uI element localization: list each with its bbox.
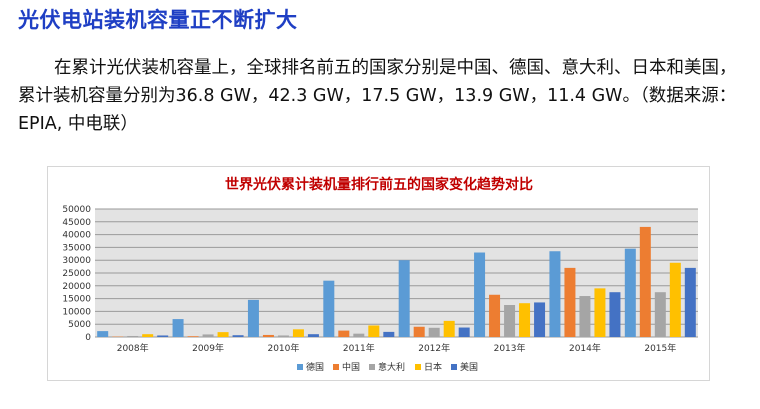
bar bbox=[669, 262, 681, 337]
legend-label: 意大利 bbox=[378, 361, 405, 373]
x-tick-label: 2008年 bbox=[117, 342, 149, 354]
bar bbox=[624, 248, 636, 337]
legend-swatch bbox=[369, 364, 375, 370]
chart-container: 世界光伏累计装机量排行前五的国家变化趋势对比 0 5000 10000 15000 20… bbox=[47, 166, 710, 381]
y-tick-label: 15000 bbox=[62, 295, 91, 305]
bar bbox=[217, 332, 229, 337]
bar bbox=[187, 336, 199, 337]
slide-title: 光伏电站装机容量正不断扩大 bbox=[18, 8, 298, 32]
bar bbox=[202, 334, 214, 337]
bar bbox=[684, 267, 696, 337]
chart-plot-area: 0 5000 10000 15000 20000 25000 30000 35000 40000… bbox=[62, 205, 698, 354]
y-tick-label: 5000 bbox=[68, 320, 91, 330]
x-tick-label: 2013年 bbox=[494, 342, 526, 354]
bar bbox=[142, 334, 154, 337]
legend-label: 美国 bbox=[460, 361, 478, 373]
bar bbox=[579, 296, 591, 337]
y-tick-label: 0 bbox=[85, 333, 91, 343]
bar bbox=[277, 335, 289, 337]
bar bbox=[534, 302, 546, 337]
x-tick-label: 2014年 bbox=[569, 342, 601, 354]
bar bbox=[338, 330, 350, 337]
legend-swatch bbox=[451, 364, 457, 370]
bar bbox=[609, 292, 621, 337]
bar bbox=[564, 267, 576, 337]
bar bbox=[323, 280, 335, 337]
bar bbox=[594, 288, 606, 337]
bar bbox=[443, 320, 455, 337]
x-tick-label: 2009年 bbox=[192, 342, 224, 354]
bar bbox=[172, 319, 184, 337]
y-tick-label: 50000 bbox=[62, 205, 91, 215]
y-tick-label: 30000 bbox=[62, 256, 91, 266]
bar bbox=[428, 327, 440, 337]
bar bbox=[368, 325, 380, 337]
bar bbox=[97, 331, 109, 337]
bar bbox=[489, 294, 501, 337]
x-tick-label: 2010年 bbox=[267, 342, 299, 354]
bar bbox=[157, 335, 169, 337]
legend-label: 中国 bbox=[342, 361, 360, 373]
bar bbox=[639, 226, 651, 337]
x-tick-label: 2015年 bbox=[644, 342, 676, 354]
bar bbox=[353, 333, 365, 337]
chart-legend: 德国 中国 意大利 日本 美国 bbox=[297, 361, 478, 373]
bar bbox=[519, 303, 531, 337]
y-tick-label: 20000 bbox=[62, 282, 91, 292]
y-tick-label: 25000 bbox=[62, 269, 91, 279]
bar-chart: 世界光伏累计装机量排行前五的国家变化趋势对比 0 5000 10000 15000 20… bbox=[62, 176, 698, 373]
legend-swatch bbox=[333, 364, 339, 370]
bar bbox=[474, 252, 486, 337]
bar bbox=[127, 335, 139, 337]
bar bbox=[383, 331, 395, 337]
legend-label: 德国 bbox=[306, 361, 324, 373]
bar bbox=[307, 334, 319, 337]
bar bbox=[413, 326, 425, 337]
bar bbox=[232, 335, 244, 337]
chart-title: 世界光伏累计装机量排行前五的国家变化趋势对比 bbox=[225, 176, 533, 193]
legend-swatch bbox=[297, 364, 303, 370]
bar bbox=[398, 260, 410, 337]
paragraph-text: 在累计光伏装机容量上，全球排名前五的国家分别是中国、德国、意大利、日本和美国，累… bbox=[18, 58, 737, 134]
x-tick-label: 2011年 bbox=[343, 342, 375, 354]
legend-swatch bbox=[415, 364, 421, 370]
body-paragraph: 在累计光伏装机容量上，全球排名前五的国家分别是中国、德国、意大利、日本和美国，累… bbox=[18, 54, 753, 138]
bar bbox=[504, 305, 516, 337]
y-tick-label: 35000 bbox=[62, 243, 91, 253]
bar bbox=[292, 329, 304, 337]
legend-label: 日本 bbox=[424, 361, 442, 373]
x-tick-label: 2012年 bbox=[418, 342, 450, 354]
bar bbox=[458, 327, 470, 337]
bar bbox=[262, 334, 274, 337]
y-tick-label: 40000 bbox=[62, 231, 91, 241]
bar bbox=[654, 292, 666, 337]
y-tick-label: 45000 bbox=[62, 218, 91, 228]
bar bbox=[549, 251, 561, 337]
y-tick-label: 10000 bbox=[62, 307, 91, 317]
bar bbox=[247, 299, 259, 337]
